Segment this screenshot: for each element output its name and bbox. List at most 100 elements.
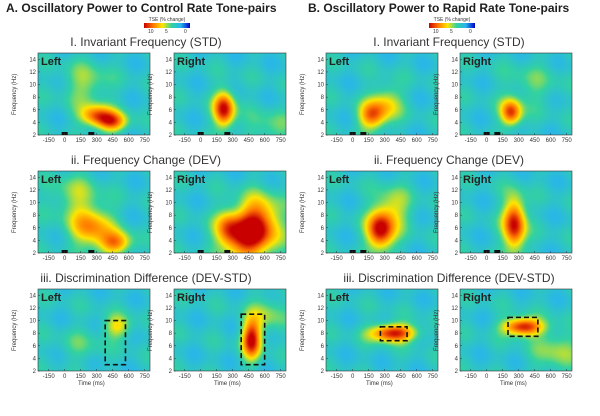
ytick-label-8: 8	[321, 213, 325, 219]
ytick-label-8: 8	[33, 95, 37, 101]
ytick-label-2: 2	[169, 251, 173, 257]
xtick-label-600: 600	[412, 374, 423, 380]
panel-b-dev-left: Left 2 4 6 8 10 12 14 -150 0 150 300 450 600 750 Freque…	[300, 170, 438, 267]
xtick-label-300: 300	[92, 138, 103, 144]
xtick-label-150: 150	[364, 374, 375, 380]
ytick-label-14: 14	[451, 293, 458, 299]
xtick-label-600: 600	[260, 256, 271, 262]
xtick-label--150: -150	[43, 256, 56, 262]
ytick-label-14: 14	[317, 175, 324, 181]
ytick-label-8: 8	[321, 331, 325, 337]
ylabel-b-std-left: Frequency (Hz)	[300, 73, 306, 115]
axes-frame-b-std-left	[325, 52, 439, 136]
heatmap-image-a-dev-right	[174, 171, 286, 253]
panel-a-dev-left: Left 2 4 6 8 10 12 14 -150 0 150 300 450 600 750 Freque…	[12, 170, 150, 267]
xtick-label-0: 0	[199, 138, 203, 144]
ytick-label-14: 14	[451, 57, 458, 63]
title-control-rate: A. Oscillatory Power to Control Rate Ton…	[6, 1, 277, 15]
ytick-label-14: 14	[165, 293, 172, 299]
ytick-label-8: 8	[169, 95, 173, 101]
hemisphere-label: Right	[463, 56, 491, 68]
ytick-label-14: 14	[451, 175, 458, 181]
xtick-label-0: 0	[63, 374, 67, 380]
xtick-label-750: 750	[276, 138, 287, 144]
ytick-label-2: 2	[455, 133, 459, 139]
colorbar-a	[144, 23, 190, 28]
xtick-label-450: 450	[244, 138, 255, 144]
ytick-label-12: 12	[317, 188, 324, 194]
heatmap-image-a-std-right	[174, 53, 286, 135]
ytick-label-6: 6	[455, 226, 459, 232]
heatmap-image-b-std-left	[326, 53, 438, 135]
xtick-label-150: 150	[498, 138, 509, 144]
hemisphere-label: Right	[177, 56, 205, 68]
panel-b-diff-left: Left 2 4 6 8 10 12 14 -150 0 150 300 450 600 750 Freque…	[300, 288, 438, 387]
panel-b-dev-right: Right 2 4 6 8 10 12 14 -150 0 150 300 450 600 750 Frequ…	[434, 170, 572, 267]
ytick-label-10: 10	[451, 201, 458, 207]
xtick-label--150: -150	[43, 138, 56, 144]
ylabel-b-dev-right: Frequency (Hz)	[434, 191, 440, 233]
xtick-label-600: 600	[546, 138, 557, 144]
ytick-label-12: 12	[317, 70, 324, 76]
xtick-label-0: 0	[485, 374, 489, 380]
heatmap-svg-b-std-right: Right 2 4 6 8 10 12 14 -150 0 150 300 450 600 750	[451, 52, 572, 144]
xtick-label-0: 0	[351, 256, 355, 262]
hemisphere-label: Left	[329, 56, 350, 68]
xtick-label-750: 750	[276, 374, 287, 380]
heatmap-svg-b-dev-left: Left 2 4 6 8 10 12 14 -150 0 150 300 450 600 750	[317, 170, 438, 262]
significance-box-0	[379, 326, 408, 342]
hemisphere-label: Right	[463, 292, 491, 304]
ytick-label-6: 6	[321, 108, 325, 114]
significance-box-0	[240, 313, 266, 366]
ytick-label-4: 4	[455, 120, 459, 126]
xtick-label-300: 300	[380, 256, 391, 262]
xtick-label-150: 150	[76, 374, 87, 380]
hemisphere-label: Left	[329, 174, 350, 186]
ytick-label-10: 10	[29, 201, 36, 207]
xlabel-b-diff-left: Time (ms)	[366, 381, 393, 387]
xtick-label-600: 600	[124, 138, 135, 144]
ytick-label-14: 14	[29, 293, 36, 299]
xtick-label-750: 750	[140, 374, 151, 380]
hemisphere-label: Right	[463, 174, 491, 186]
ytick-label-10: 10	[317, 319, 324, 325]
ytick-label-8: 8	[33, 213, 37, 219]
xtick-label-300: 300	[380, 374, 391, 380]
ytick-label-2: 2	[321, 369, 325, 375]
ylabel-b-dev-left: Frequency (Hz)	[300, 191, 306, 233]
ytick-label-12: 12	[451, 188, 458, 194]
row-title-std-b: I. Invariant Frequency (STD)	[373, 35, 525, 49]
ytick-label-6: 6	[455, 344, 459, 350]
significance-box-0	[104, 319, 127, 366]
ylabel-a-diff-left: Frequency (Hz)	[12, 309, 18, 351]
xtick-label--150: -150	[465, 138, 478, 144]
xtick-label-450: 450	[108, 138, 119, 144]
ytick-label-12: 12	[451, 70, 458, 76]
xtick-label-450: 450	[396, 374, 407, 380]
ytick-label-4: 4	[455, 238, 459, 244]
xtick-label-600: 600	[546, 374, 557, 380]
row-title-diff-a: iii. Discrimination Difference (DEV-STD)	[40, 271, 252, 285]
xtick-label-600: 600	[260, 374, 271, 380]
xtick-label-300: 300	[514, 138, 525, 144]
ytick-label-12: 12	[29, 188, 36, 194]
ytick-label-4: 4	[455, 356, 459, 362]
panel-b-std-right: Right 2 4 6 8 10 12 14 -150 0 150 300 450 600 750 Frequ…	[434, 52, 572, 149]
xtick-label-450: 450	[108, 256, 119, 262]
xlabel-a-diff-right: Time (ms)	[214, 381, 241, 387]
xlabel-b-diff-right: Time (ms)	[500, 381, 527, 387]
xtick-label-450: 450	[244, 256, 255, 262]
xlabel-a-diff-left: Time (ms)	[78, 381, 105, 387]
xtick-label-600: 600	[412, 138, 423, 144]
heatmap-svg-b-diff-right: Right 2 4 6 8 10 12 14 -150 0 150 300 450 600 750	[451, 288, 572, 380]
heatmap-svg-a-diff-left: Left 2 4 6 8 10 12 14 -150 0 150 300 450 600 750	[29, 288, 151, 380]
ytick-label-10: 10	[165, 319, 172, 325]
xtick-label-150: 150	[212, 138, 223, 144]
heatmap-image-b-diff-right	[460, 289, 572, 371]
xtick-label-450: 450	[108, 374, 119, 380]
xtick-label-300: 300	[92, 374, 103, 380]
heatmap-svg-a-diff-right: Right 2 4 6 8 10 12 14 -150 0 150 300 450 600 750	[165, 288, 287, 380]
ytick-label-6: 6	[455, 108, 459, 114]
ytick-label-4: 4	[169, 356, 173, 362]
xtick-label-600: 600	[124, 256, 135, 262]
